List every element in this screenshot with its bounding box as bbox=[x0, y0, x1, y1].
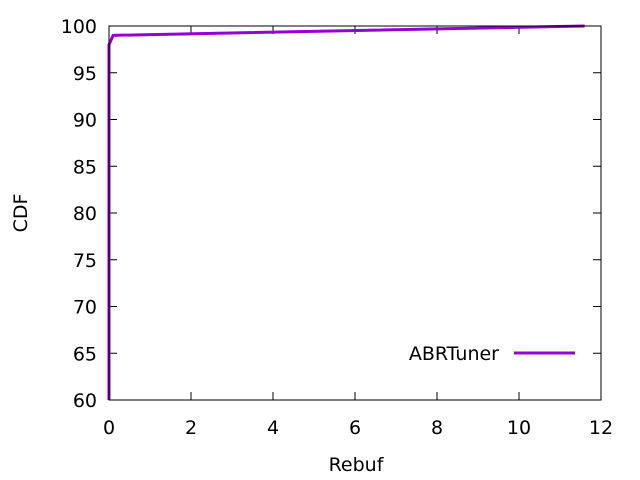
x-tick-label: 4 bbox=[267, 417, 279, 439]
y-tick-label: 65 bbox=[73, 343, 97, 365]
tick-labels: 0 2 4 6 8 10 12 60 65 70 75 80 85 90 95 100 bbox=[61, 16, 613, 439]
x-tick-label: 2 bbox=[185, 417, 197, 439]
axis-ticks bbox=[108, 25, 602, 401]
x-tick-label: 12 bbox=[589, 417, 613, 439]
y-tick-label: 85 bbox=[73, 156, 97, 178]
y-tick-label: 95 bbox=[73, 63, 97, 85]
legend-label-abrtuner: ABRTuner bbox=[409, 343, 499, 365]
plot-frame bbox=[108, 25, 602, 401]
series-layer bbox=[107, 24, 585, 400]
series-line-abrtuner bbox=[107, 24, 585, 400]
y-tick-label: 90 bbox=[73, 110, 97, 132]
x-tick-label: 0 bbox=[103, 417, 115, 439]
y-tick-label: 60 bbox=[73, 390, 97, 412]
x-tick-label: 6 bbox=[349, 417, 361, 439]
y-tick-label: 100 bbox=[61, 16, 97, 38]
y-tick-label: 75 bbox=[73, 250, 97, 272]
x-axis-title: Rebuf bbox=[329, 454, 385, 476]
y-axis-title: CDF bbox=[10, 194, 32, 233]
legend: ABRTuner bbox=[409, 343, 575, 365]
y-tick-label: 80 bbox=[73, 203, 97, 225]
y-tick-label: 70 bbox=[73, 297, 97, 319]
x-tick-label: 10 bbox=[507, 417, 531, 439]
x-tick-label: 8 bbox=[431, 417, 443, 439]
